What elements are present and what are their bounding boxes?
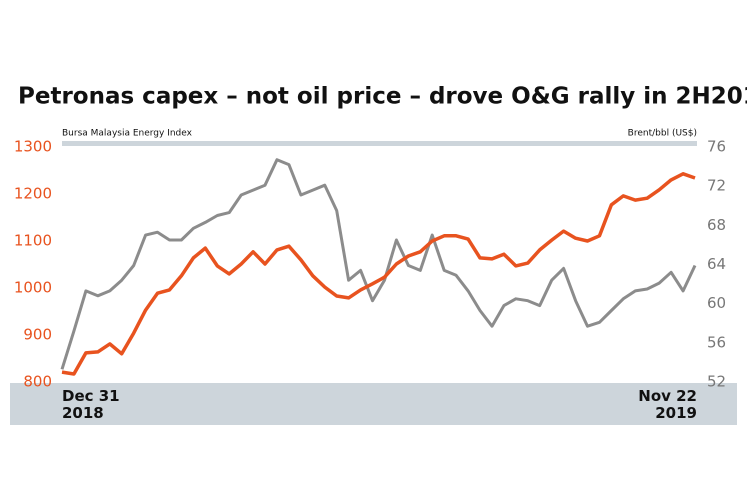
series-line <box>61 172 696 376</box>
y2-tick-label: 56 <box>707 333 726 351</box>
y-tick-label: 1100 <box>14 232 52 250</box>
x-tick-label: Dec 31 2018 <box>62 387 120 422</box>
y2-axis-label: Brent/bbl (US$) <box>628 129 697 139</box>
top-band <box>62 141 697 146</box>
y-axis-label: Bursa Malaysia Energy Index <box>62 129 193 139</box>
y2-tick-label: 68 <box>707 216 726 234</box>
x-tick-label: Nov 22 2019 <box>638 387 697 422</box>
y2-tick-label: 72 <box>707 177 726 195</box>
y-tick-label: 1300 <box>14 138 52 156</box>
y-tick-label: 900 <box>23 326 52 344</box>
y2-tick-label: 64 <box>707 255 726 273</box>
y-tick-label: 1000 <box>14 279 52 297</box>
y-tick-label: 800 <box>23 373 52 391</box>
y2-tick-label: 52 <box>707 373 726 391</box>
y-tick-label: 1200 <box>14 185 52 203</box>
y2-tick-label: 76 <box>707 138 726 156</box>
x-axis-band <box>10 383 737 425</box>
y2-tick-label: 60 <box>707 294 726 312</box>
chart-title: Petronas capex – not oil price – drove O… <box>18 84 747 110</box>
series-line <box>60 158 697 370</box>
